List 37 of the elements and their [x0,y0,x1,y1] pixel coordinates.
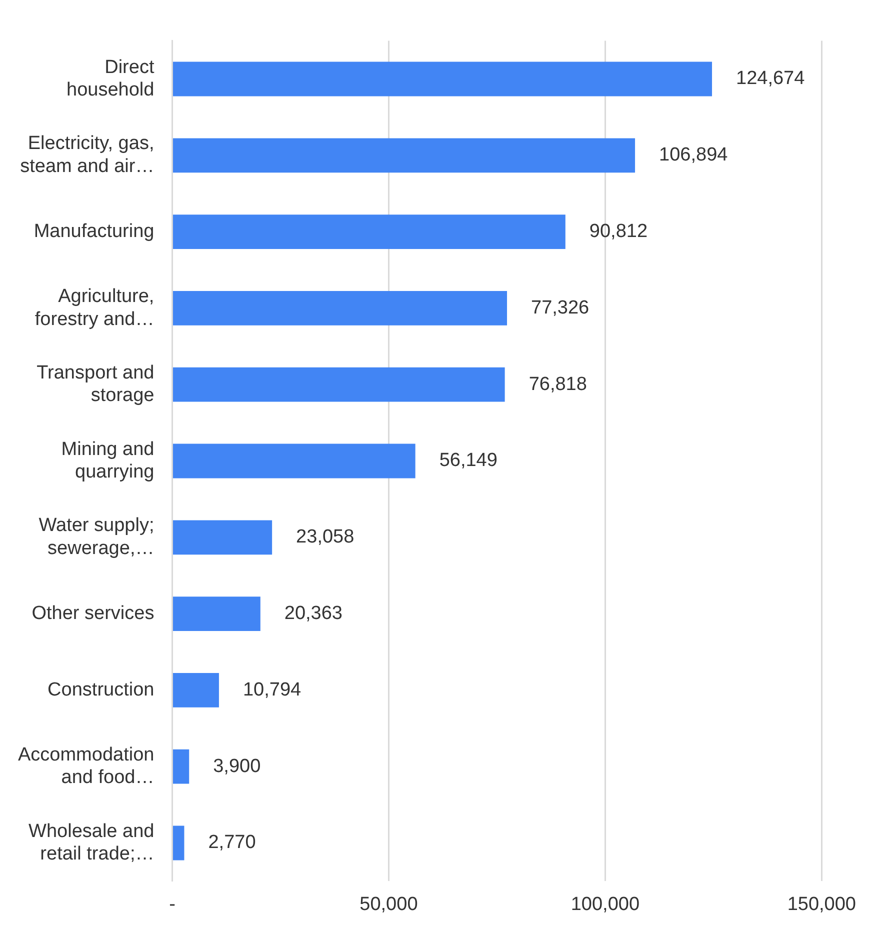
bar [172,214,566,249]
y-tick-label: Mining and quarrying [61,438,154,483]
data-label: 124,674 [736,68,806,90]
bar [172,62,712,96]
data-label: 56,149 [439,450,498,472]
y-tick-label: Water supply; sewerage,… [38,515,154,560]
bar [172,367,505,402]
y-tick-label: Accommodation and food… [18,744,154,788]
x-tick-label: - [169,894,176,915]
y-tick-label: Agriculture, forestry and… [34,286,154,330]
bar [172,749,190,784]
y-tick-label: Wholesale and retail trade;… [28,820,154,865]
bar [172,826,184,860]
x-tick-label: 100,000 [570,894,640,915]
data-label: 2,770 [208,832,256,854]
data-label: 106,894 [659,144,728,166]
bar [172,673,219,708]
data-label: 10,794 [242,679,302,700]
y-tick-label: Direct household [66,56,155,101]
data-label: 90,812 [589,221,648,242]
x-tick-label: 150,000 [787,894,856,915]
data-label: 20,363 [284,603,343,624]
data-label: 3,900 [213,756,261,777]
y-tick-label: Manufacturing [34,221,154,242]
bar [172,291,508,326]
data-label: 23,058 [296,526,354,548]
y-tick-label: Electricity, gas, steam and air… [20,133,154,178]
bar [172,138,636,173]
bar [172,596,260,631]
x-tick-label: 50,000 [360,894,418,915]
data-label: 77,326 [531,297,590,318]
y-tick-label: Transport and storage [36,362,154,406]
bar [172,444,416,478]
data-label: 76,818 [528,374,587,395]
y-tick-label: Construction [48,679,154,700]
y-tick-label: Other services [32,603,154,624]
bar [172,520,272,555]
